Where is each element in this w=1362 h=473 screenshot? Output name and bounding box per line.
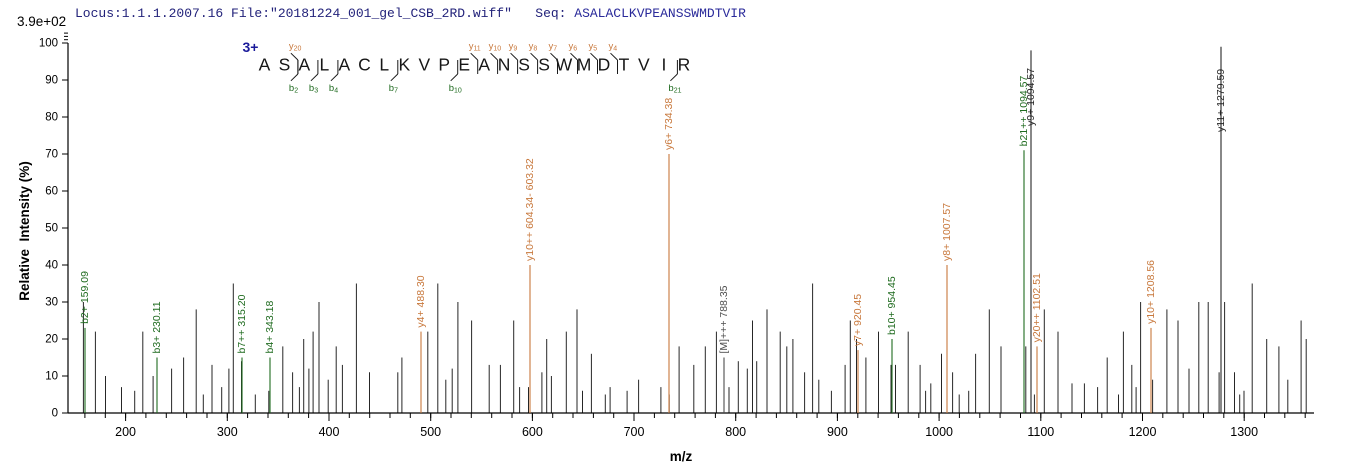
svg-text:b4+ 343.18: b4+ 343.18 <box>264 300 276 353</box>
svg-text:b2+ 159.09: b2+ 159.09 <box>79 271 91 324</box>
svg-text:10: 10 <box>45 371 58 383</box>
svg-text:b10+ 954.45: b10+ 954.45 <box>886 276 898 335</box>
svg-text:100: 100 <box>39 38 58 50</box>
svg-text:70: 70 <box>45 149 58 161</box>
svg-text:V: V <box>418 55 430 75</box>
svg-text:y6+ 734.38: y6+ 734.38 <box>663 98 675 150</box>
svg-text:y10++ 604.34- 603.32: y10++ 604.34- 603.32 <box>524 158 536 261</box>
svg-text:N: N <box>498 55 511 75</box>
svg-text:y8+ 1007.57: y8+ 1007.57 <box>941 203 953 261</box>
svg-text:b7++ 315.20: b7++ 315.20 <box>236 294 248 353</box>
svg-text:90: 90 <box>45 75 58 87</box>
svg-text:1100: 1100 <box>1027 425 1054 439</box>
svg-text:50: 50 <box>45 223 58 235</box>
svg-text:1300: 1300 <box>1230 425 1258 439</box>
svg-text:0: 0 <box>52 408 58 420</box>
svg-text:A: A <box>478 55 490 75</box>
svg-text:S: S <box>518 55 530 75</box>
svg-text:K: K <box>398 55 410 75</box>
svg-text:b21++ 1094.57: b21++ 1094.57 <box>1018 75 1030 146</box>
svg-text:V: V <box>638 55 650 75</box>
svg-text:y10+ 1208.56: y10+ 1208.56 <box>1145 260 1157 324</box>
svg-text:b3+ 230.11: b3+ 230.11 <box>151 301 163 353</box>
svg-text:900: 900 <box>827 425 848 439</box>
svg-text:80: 80 <box>45 112 58 124</box>
svg-text:L: L <box>320 55 330 75</box>
svg-text:40: 40 <box>45 260 58 272</box>
svg-text:1200: 1200 <box>1129 425 1157 439</box>
svg-text:y20++ 1102.51: y20++ 1102.51 <box>1031 273 1043 342</box>
svg-text:R: R <box>678 55 691 75</box>
svg-text:W: W <box>556 55 573 75</box>
svg-text:y4+ 488.30: y4+ 488.30 <box>415 275 427 327</box>
svg-text:I: I <box>661 55 666 75</box>
svg-text:S: S <box>279 55 291 75</box>
svg-text:60: 60 <box>45 186 58 198</box>
svg-text:700: 700 <box>624 425 645 439</box>
svg-text:200: 200 <box>115 425 136 439</box>
svg-text:A: A <box>259 55 271 75</box>
svg-text:300: 300 <box>217 425 238 439</box>
svg-text:E: E <box>458 55 470 75</box>
svg-text:S: S <box>538 55 550 75</box>
svg-text:30: 30 <box>45 297 58 309</box>
svg-text:M: M <box>577 55 592 75</box>
svg-text:D: D <box>598 55 611 75</box>
svg-text:y7+ 920.45: y7+ 920.45 <box>852 294 864 346</box>
svg-text:C: C <box>358 55 371 75</box>
svg-text:1000: 1000 <box>925 425 953 439</box>
svg-text:T: T <box>619 55 630 75</box>
svg-text:A: A <box>299 55 311 75</box>
svg-text:600: 600 <box>522 425 543 439</box>
svg-text:20: 20 <box>45 334 58 346</box>
svg-text:3+: 3+ <box>243 39 259 55</box>
svg-text:[M]+++ 788.35: [M]+++ 788.35 <box>718 285 730 353</box>
svg-text:A: A <box>339 55 351 75</box>
svg-text:L: L <box>379 55 389 75</box>
svg-text:400: 400 <box>319 425 340 439</box>
svg-text:y11+ 1279.59: y11+ 1279.59 <box>1215 69 1227 132</box>
svg-text:500: 500 <box>420 425 441 439</box>
svg-text:800: 800 <box>725 425 746 439</box>
svg-text:P: P <box>438 55 450 75</box>
